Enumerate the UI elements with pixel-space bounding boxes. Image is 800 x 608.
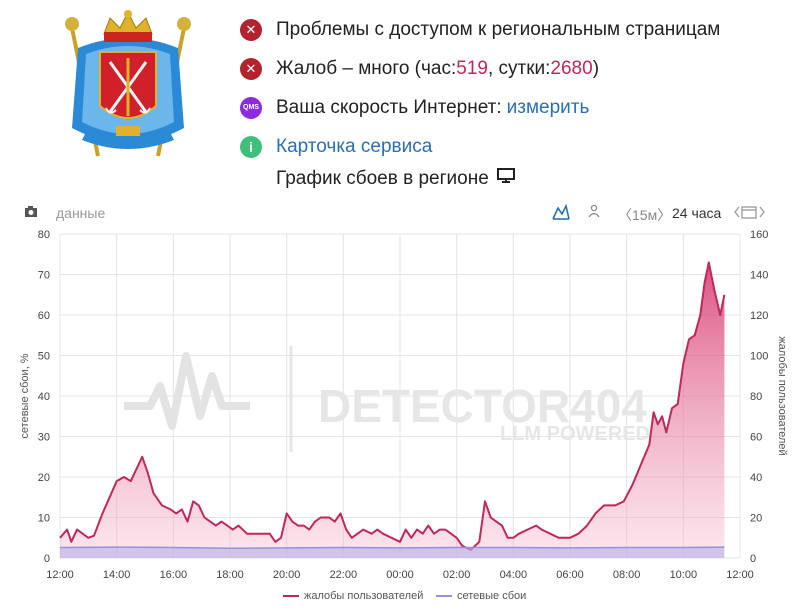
outages-area <box>60 547 725 558</box>
x-tick-label: 14:00 <box>103 569 131 581</box>
x-tick-label: 04:00 <box>500 569 528 581</box>
info-icon: i <box>240 135 262 158</box>
access-problem-text: Проблемы с доступом к региональным стран… <box>276 18 721 40</box>
x-tick-label: 12:00 <box>46 569 74 581</box>
graph-title: График сбоев в регионе <box>276 168 515 190</box>
camera-icon[interactable] <box>24 205 38 221</box>
speed-row: QMS Ваша скорость Интернет: измерить <box>240 88 720 127</box>
outage-chart: DETECTOR404 LLM POWERED 0 0 10 20 20 40 30 60 40… <box>19 229 788 581</box>
complaints-hour-value: 519 <box>456 57 488 79</box>
status-list: ✕ Проблемы с доступом к региональным стр… <box>240 10 720 166</box>
y-left-tick-label: 50 <box>38 351 50 363</box>
speed-measure-link[interactable]: измерить <box>506 96 590 118</box>
complaints-day-value: 2680 <box>550 57 593 79</box>
chart-axes: 0 0 10 20 20 40 30 60 40 80 50 100 60 120 70 140 80 160 12… <box>38 229 769 581</box>
y-left-tick-label: 80 <box>38 229 50 241</box>
y-left-tick-label: 20 <box>38 472 50 484</box>
y-right-tick-label: 80 <box>750 391 762 403</box>
interval-24h-button[interactable]: 24 часа <box>672 205 722 221</box>
complaints-row: ✕ Жалоб – много (час: 519 , сутки: 2680 … <box>240 49 720 88</box>
legend-item-complaints[interactable]: жалобы пользователей <box>283 590 423 602</box>
outages-line <box>59 546 725 550</box>
complaints-suffix: ) <box>592 57 600 79</box>
watermark-tagline: LLM POWERED <box>500 423 650 445</box>
x-tick-label: 02:00 <box>443 569 471 581</box>
service-card-row: i Карточка сервиса <box>240 127 720 166</box>
graph-title-text: График сбоев в регионе <box>276 168 489 189</box>
speed-label: Ваша скорость Интернет: <box>276 96 502 118</box>
qms-badge-icon: QMS <box>240 96 262 119</box>
service-card-link[interactable]: Карточка сервиса <box>276 135 433 157</box>
monitor-icon[interactable] <box>496 168 515 190</box>
y-right-tick-label: 100 <box>750 351 768 363</box>
x-tick-label: 18:00 <box>216 569 244 581</box>
complaints-prefix: Жалоб – много (час: <box>276 57 457 79</box>
y-right-tick-label: 40 <box>750 472 762 484</box>
y-right-tick-label: 0 <box>750 553 756 565</box>
data-link[interactable]: данные <box>56 205 106 221</box>
complaints-line <box>59 261 726 551</box>
chart-toolbar: данные 〈15м〉 24 часа <box>0 203 800 225</box>
x-circle-icon: ✕ <box>240 57 262 80</box>
y-axis-left-label: сетевые сбои, % <box>19 353 31 438</box>
interval-15m-button[interactable]: 〈15м〉 <box>618 207 672 223</box>
complaints-mid: , сутки: <box>487 57 551 79</box>
y-left-tick-label: 40 <box>38 391 50 403</box>
legend-item-outages[interactable]: сетевые сбои <box>436 590 526 602</box>
legend-swatch <box>283 595 299 597</box>
x-tick-label: 08:00 <box>613 569 641 581</box>
person-icon[interactable] <box>588 204 600 221</box>
calendar-icon[interactable] <box>734 204 766 223</box>
x-tick-label: 10:00 <box>670 569 698 581</box>
y-left-tick-label: 60 <box>38 310 50 322</box>
chart-series <box>59 261 726 558</box>
x-circle-icon: ✕ <box>240 18 262 41</box>
legend-swatch <box>436 595 452 597</box>
complaints-area <box>60 262 725 558</box>
x-tick-label: 20:00 <box>273 569 301 581</box>
y-left-tick-label: 0 <box>44 553 50 565</box>
x-tick-label: 06:00 <box>556 569 584 581</box>
line-chart-icon[interactable] <box>552 203 570 223</box>
legend-label: сетевые сбои <box>457 590 527 602</box>
y-right-tick-label: 160 <box>750 229 768 241</box>
x-tick-label: 00:00 <box>386 569 414 581</box>
x-tick-label: 16:00 <box>160 569 188 581</box>
legend-label: жалобы пользователей <box>304 590 424 602</box>
access-problem-row: ✕ Проблемы с доступом к региональным стр… <box>240 10 720 49</box>
y-left-tick-label: 70 <box>38 270 50 282</box>
y-right-tick-label: 120 <box>750 310 768 322</box>
x-tick-label: 12:00 <box>726 569 754 581</box>
coat-of-arms-logo <box>58 8 198 158</box>
y-left-tick-label: 30 <box>38 432 50 444</box>
y-left-tick-label: 10 <box>38 513 50 525</box>
watermark: DETECTOR404 LLM POWERED <box>124 346 650 452</box>
y-right-tick-label: 60 <box>750 432 762 444</box>
watermark-brand: DETECTOR404 <box>318 380 647 432</box>
y-right-tick-label: 140 <box>750 270 768 282</box>
y-right-tick-label: 20 <box>750 513 762 525</box>
x-tick-label: 22:00 <box>330 569 358 581</box>
y-axis-right-label: жалобы пользователей <box>776 336 788 455</box>
